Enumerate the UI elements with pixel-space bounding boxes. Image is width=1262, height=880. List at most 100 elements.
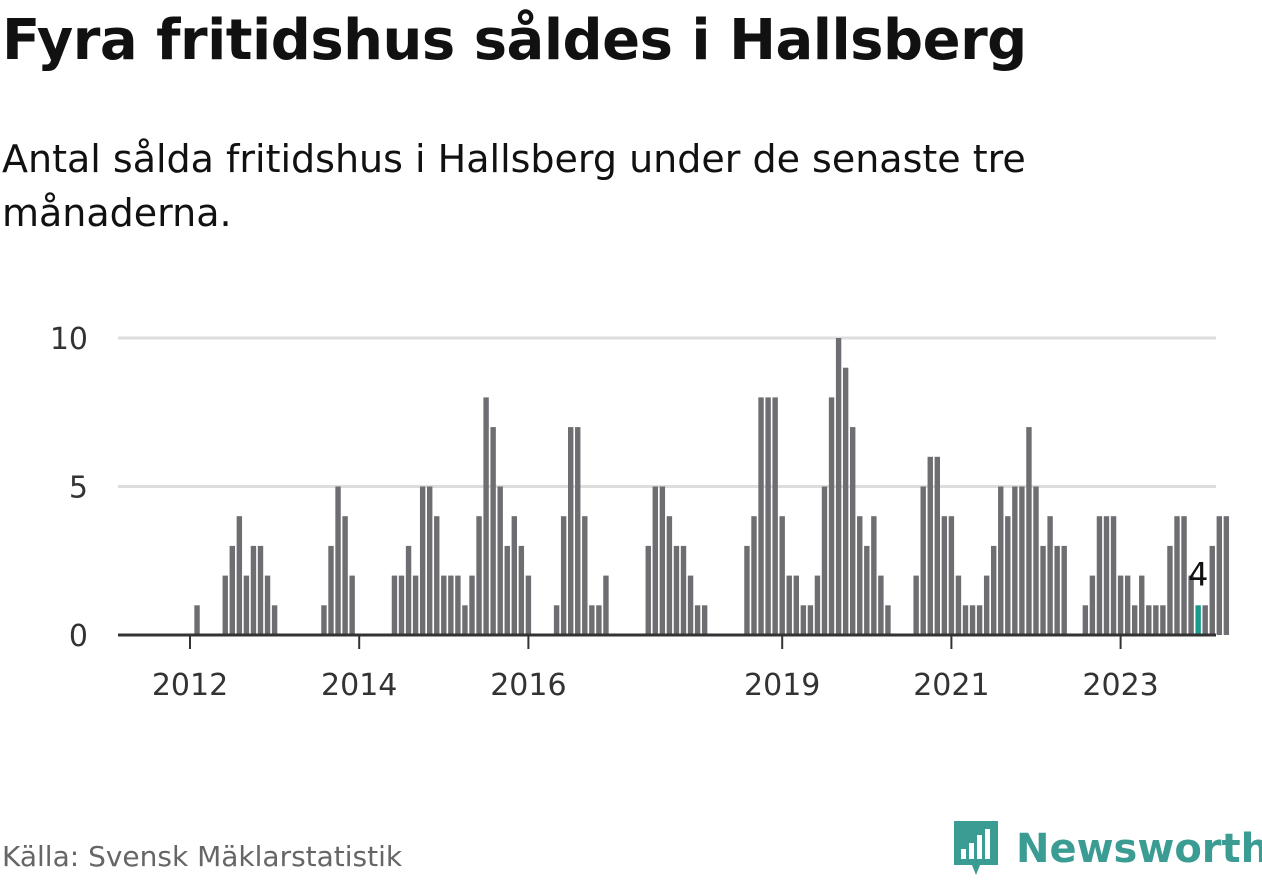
bar: [842, 367, 849, 635]
bar: [222, 575, 228, 635]
bar: [1026, 427, 1032, 635]
bar: [603, 575, 609, 635]
bar: [250, 545, 257, 635]
bar: [744, 545, 750, 635]
bar: [1174, 516, 1180, 635]
x-tick-label: 2023: [1082, 668, 1158, 703]
bar: [589, 605, 595, 635]
bar: [243, 575, 250, 635]
bar: [786, 575, 792, 635]
bar: [687, 575, 694, 635]
bar: [349, 575, 355, 635]
bar: [236, 516, 243, 635]
bar: [511, 516, 517, 635]
bar: [659, 486, 666, 635]
bar: [257, 545, 264, 635]
bar: [321, 605, 327, 635]
bar: [983, 575, 990, 635]
bar: [391, 575, 398, 635]
bar: [878, 575, 884, 635]
bar: [701, 605, 708, 635]
bar: [1153, 605, 1159, 635]
bar: [1082, 605, 1089, 635]
bar: [1132, 605, 1138, 635]
bar: [476, 516, 482, 635]
bar: [1223, 516, 1230, 635]
newsworthy-logo-icon: [954, 821, 998, 875]
bar: [1139, 575, 1145, 635]
x-tick-label: 2019: [744, 668, 820, 703]
bar: [419, 486, 426, 635]
bar: [448, 575, 454, 635]
bar: [913, 575, 919, 635]
bar: [1110, 516, 1117, 635]
bar: [998, 486, 1004, 635]
bar: [1033, 486, 1039, 635]
bar: [1061, 545, 1067, 635]
bar: [412, 575, 419, 635]
bar: [1019, 486, 1025, 635]
bar: [814, 575, 821, 635]
x-tick-label: 2021: [913, 668, 989, 703]
bar: [1012, 486, 1018, 635]
bar: [793, 575, 799, 635]
bar: [342, 516, 348, 635]
bar: [962, 605, 969, 635]
bar: [758, 397, 764, 635]
bar: [427, 486, 433, 635]
bar: [645, 545, 651, 635]
bar: [1160, 605, 1166, 635]
bar-highlight: [1195, 605, 1201, 635]
bar: [560, 516, 567, 635]
bar: [969, 605, 976, 635]
bar: [582, 516, 588, 635]
bar: [469, 575, 475, 635]
bar: [821, 486, 828, 635]
bar: [828, 397, 835, 635]
bar: [864, 545, 870, 635]
x-tick-label: 2016: [490, 668, 566, 703]
bar: [1005, 516, 1011, 635]
bar: [575, 427, 581, 635]
brand-name: Newsworthy: [1016, 826, 1262, 872]
bar: [335, 486, 341, 635]
bar: [568, 427, 574, 635]
bar: [1188, 575, 1194, 635]
bar-chart: 0 5 10 2012 2014 2016 2019 2021 2023 4: [50, 322, 1230, 703]
bar: [680, 545, 687, 635]
bar: [1040, 545, 1046, 635]
x-tick-label: 2014: [321, 668, 397, 703]
bar: [666, 516, 673, 635]
bar: [1124, 575, 1131, 635]
bar: [1167, 545, 1173, 635]
bar: [462, 605, 468, 635]
bar: [271, 605, 278, 635]
bar: [673, 545, 680, 635]
bar: [976, 605, 983, 635]
y-tick-label: 10: [50, 322, 88, 357]
y-tick-label: 5: [69, 471, 88, 506]
x-tick-label: 2012: [152, 668, 228, 703]
bar: [405, 545, 412, 635]
bar: [455, 575, 461, 635]
bar: [1146, 605, 1152, 635]
bar: [800, 605, 807, 635]
bar: [1103, 516, 1110, 635]
bar: [264, 575, 271, 635]
bar: [765, 397, 771, 635]
bar: [1209, 545, 1215, 635]
bar: [850, 427, 856, 635]
bar: [920, 486, 926, 635]
value-label-latest: 4: [1188, 555, 1208, 593]
bar: [857, 516, 863, 635]
bar: [441, 575, 447, 635]
bar: [1047, 516, 1053, 635]
y-tick-label: 0: [69, 619, 88, 654]
bar: [807, 605, 814, 635]
bar: [553, 605, 560, 635]
chart-title: Fyra fritidshus såldes i Hallsberg: [2, 8, 1027, 73]
source-note: Källa: Svensk Mäklarstatistik: [2, 840, 403, 873]
bar: [1202, 605, 1208, 635]
bar: [1089, 575, 1096, 635]
bar: [504, 545, 510, 635]
